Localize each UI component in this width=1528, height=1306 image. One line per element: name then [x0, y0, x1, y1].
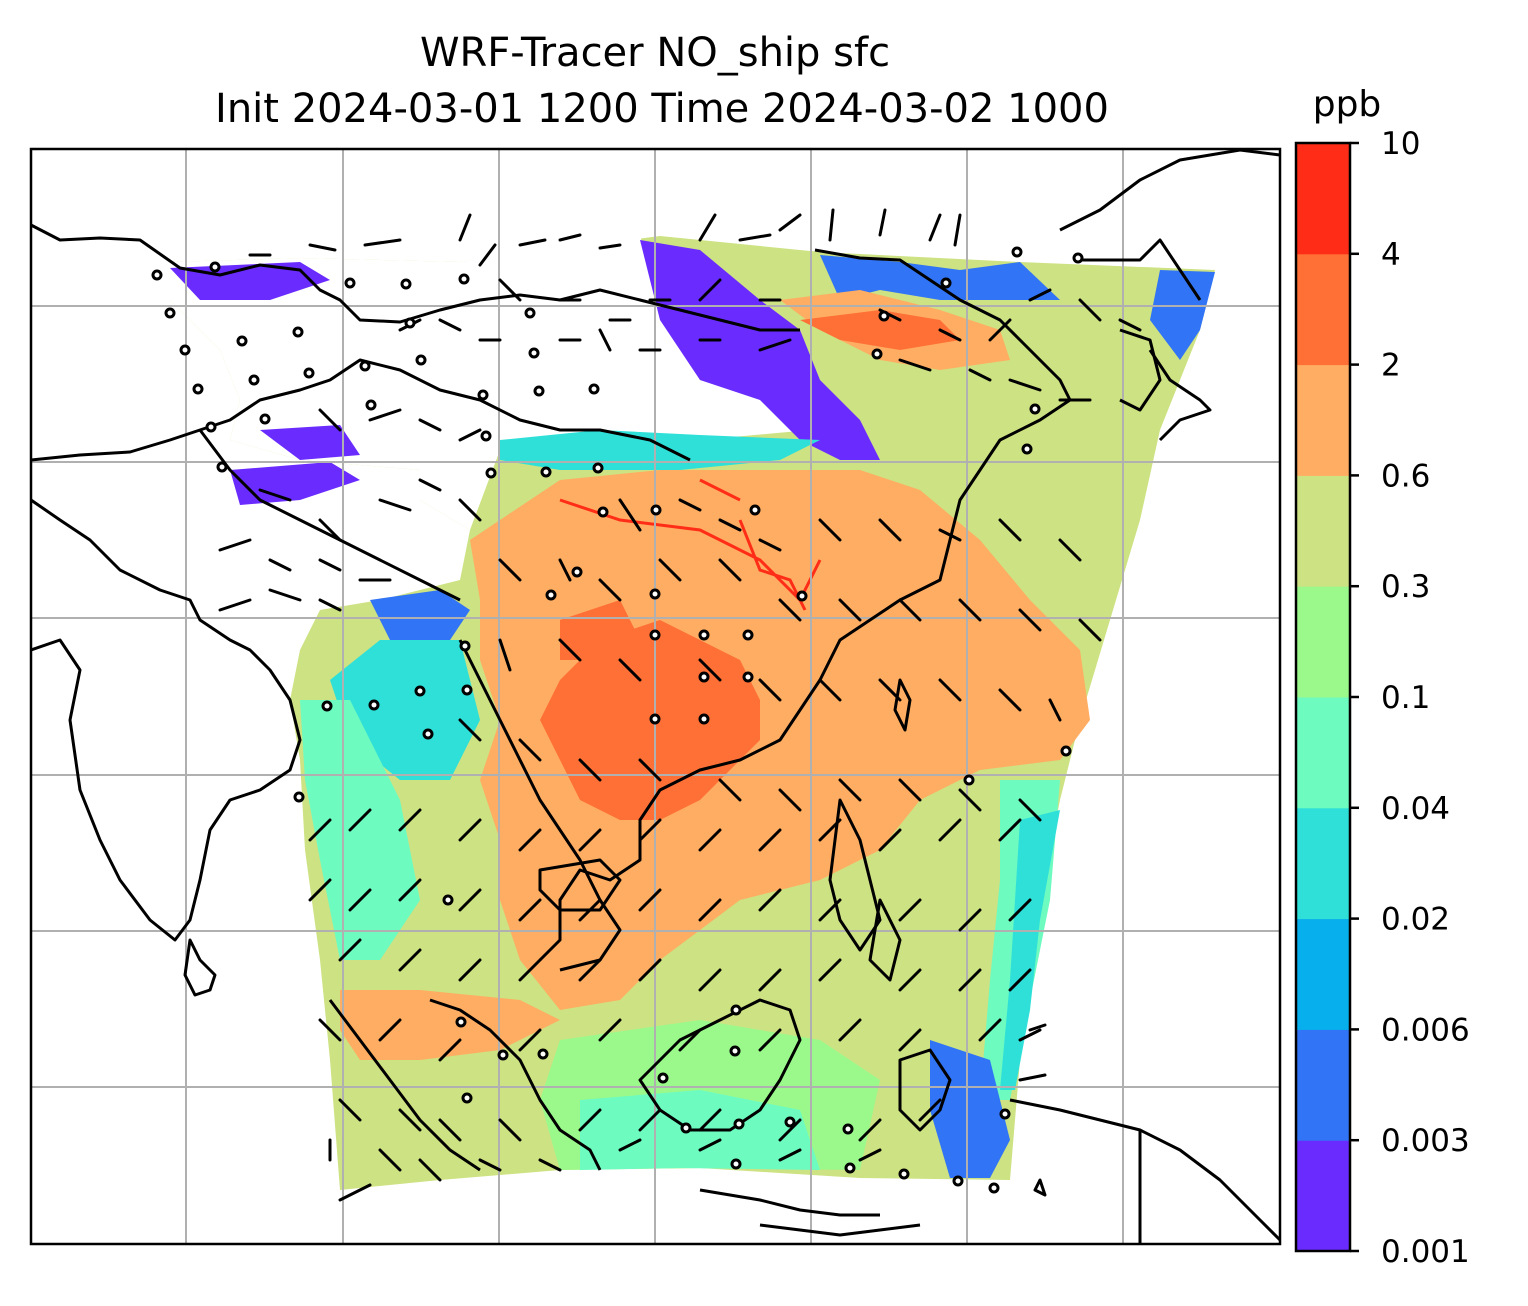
colorbar-tick-label: 0.006 — [1381, 1012, 1470, 1048]
colorbar-segment — [1296, 697, 1350, 809]
colorbar-segment — [1296, 253, 1350, 366]
colorbar-segment — [1296, 1140, 1350, 1252]
field-fringe-blue-west — [370, 590, 470, 640]
field-fringe-violet-sw — [230, 462, 360, 505]
colorbar-segment — [1296, 364, 1350, 476]
field-darkorange-ne — [800, 310, 960, 350]
colorbar-unit: ppb — [1313, 84, 1382, 125]
field-fringe-light-west — [300, 700, 420, 960]
colorbar-tick-label: 0.04 — [1381, 791, 1450, 827]
colorbar-tick-label: 0.001 — [1381, 1234, 1470, 1270]
field-fringe-violet-west — [170, 262, 330, 300]
field-fringe-blue-ne — [1150, 270, 1215, 360]
colorbar-tick-label: 10 — [1381, 126, 1420, 162]
field-fringe-cyan-north — [500, 430, 820, 470]
colorbar-segment — [1296, 807, 1350, 920]
colorbar-tick-label: 0.1 — [1381, 680, 1430, 716]
field-fringe-east-2 — [1000, 810, 1060, 1090]
field-fringe-violet-mid — [260, 425, 360, 460]
map-panel — [31, 149, 1280, 1244]
map-frame — [29, 147, 1282, 1246]
field-fringe-east-3 — [930, 1040, 1010, 1178]
colorbar-segment — [1296, 586, 1350, 698]
coastlines-borders — [31, 149, 1280, 1244]
colorbar: 0.001 0.003 0.006 0.02 0.04 0.1 0.3 0.6 2 4 10 — [1294, 126, 1470, 1270]
colorbar-tick-label: 4 — [1381, 237, 1401, 273]
title-line-1: WRF-Tracer NO_ship sfc — [420, 30, 890, 76]
colorbar-segment — [1296, 918, 1350, 1030]
colorbar-tick-label: 2 — [1381, 348, 1401, 384]
colorbar-tick-label: 0.3 — [1381, 569, 1430, 605]
calm-wind-markers — [151, 246, 1084, 1194]
title-line-2: Init 2024-03-01 1200 Time 2024-03-02 100… — [215, 86, 1109, 132]
colorbar-segment — [1296, 143, 1350, 255]
field-fringe-blue-north — [820, 255, 1060, 300]
field-darkorange-scatter — [560, 600, 640, 660]
tracer-concentration-field — [170, 236, 1215, 1190]
colorbar-tick-label: 0.003 — [1381, 1123, 1470, 1159]
colorbar-segment — [1296, 475, 1350, 587]
field-orange-sw — [340, 990, 560, 1060]
wind-barbs — [218, 208, 1142, 1202]
colorbar-segment — [1296, 1029, 1350, 1141]
colorbar-tick-label: 0.02 — [1381, 902, 1450, 938]
colorbar-tick-label: 0.6 — [1381, 458, 1430, 494]
